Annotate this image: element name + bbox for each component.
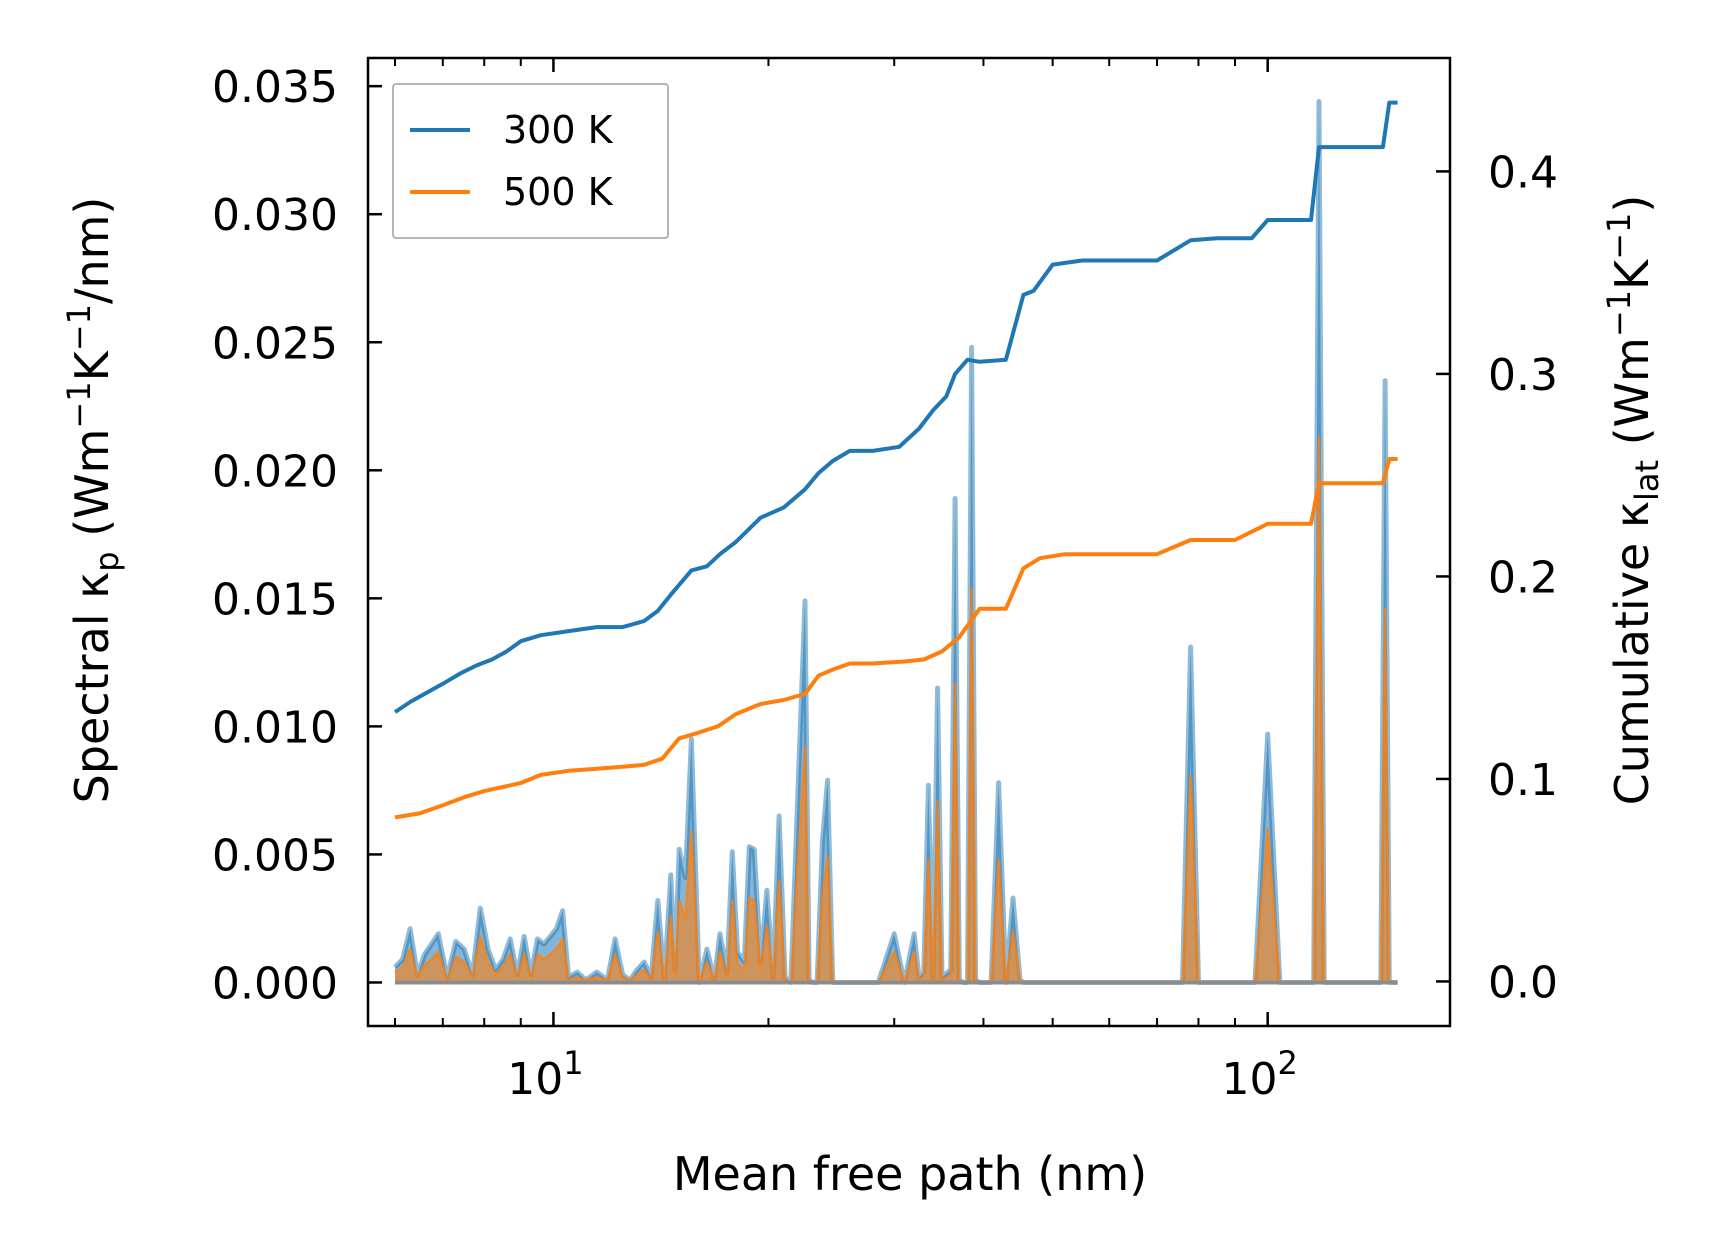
x-tick-label: 102 bbox=[1221, 1044, 1297, 1105]
x-tick-label: 101 bbox=[507, 1044, 583, 1105]
x-axis-title: Mean free path (nm) bbox=[673, 1147, 1147, 1201]
axes: 101 1020.0000.0050.0100.0150.0200.0250.03… bbox=[212, 56, 1558, 1105]
right-y-axis-title: Cumulative κlat (Wm−1K−1) bbox=[1600, 195, 1666, 806]
cumulative-line-300k bbox=[393, 100, 1398, 714]
right-y-tick-label: 0.1 bbox=[1488, 755, 1558, 806]
left-y-tick-label: 0.000 bbox=[212, 958, 338, 1009]
spectral-line-500k bbox=[394, 435, 1398, 984]
legend-label-500k: 500 K bbox=[503, 170, 614, 214]
legend-label-300k: 300 K bbox=[503, 108, 614, 152]
legend-box bbox=[392, 83, 669, 239]
left-y-tick-label: 0.025 bbox=[212, 318, 338, 369]
right-y-tick-label: 0.0 bbox=[1488, 957, 1558, 1008]
left-y-tick-label: 0.010 bbox=[212, 702, 338, 753]
cumulative-line-500k bbox=[394, 457, 1398, 820]
spectral-area-500k bbox=[395, 437, 1398, 983]
plot-frame bbox=[366, 56, 1452, 1028]
right-y-tick-label: 0.3 bbox=[1488, 350, 1558, 401]
right-y-tick-label: 0.4 bbox=[1488, 147, 1558, 198]
legend: 300 K 500 K bbox=[392, 83, 669, 239]
right-y-tick-label: 0.2 bbox=[1488, 552, 1558, 603]
plot-area bbox=[393, 99, 1398, 985]
left-y-tick-label: 0.005 bbox=[212, 830, 338, 881]
left-y-tick-label: 0.020 bbox=[212, 446, 338, 497]
left-y-tick-label: 0.030 bbox=[212, 190, 338, 241]
left-y-tick-label: 0.015 bbox=[212, 574, 338, 625]
left-y-tick-label: 0.035 bbox=[212, 62, 338, 113]
left-y-axis-title: Spectral κp (Wm−1K−1/nm) bbox=[60, 197, 126, 804]
